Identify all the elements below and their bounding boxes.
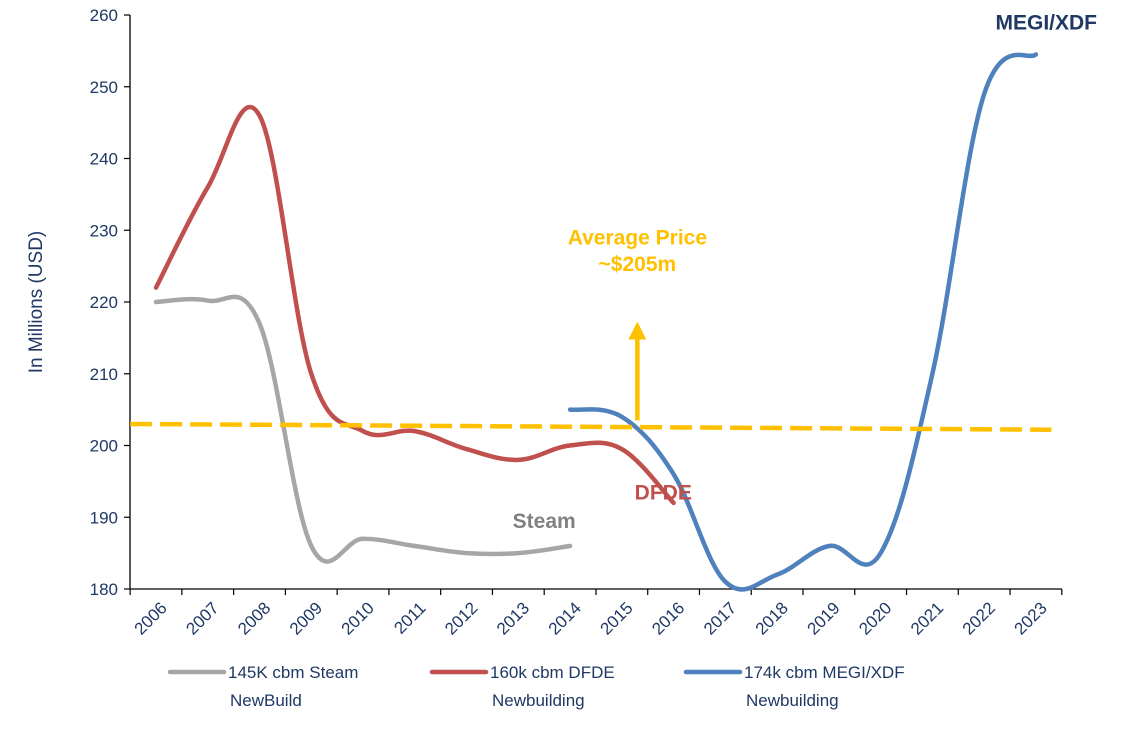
average-price-annotation: Average Price bbox=[568, 227, 707, 250]
series-2-point bbox=[723, 580, 727, 584]
y-axis-title: In Millions (USD) bbox=[26, 231, 47, 374]
y-tick-label: 200 bbox=[90, 437, 118, 456]
series-1-point bbox=[568, 444, 572, 448]
series-0-point bbox=[465, 551, 469, 555]
y-tick-label: 250 bbox=[90, 78, 118, 97]
legend-label-0-line-2: NewBuild bbox=[230, 691, 302, 710]
series-2-point bbox=[879, 551, 883, 555]
average-price-value-annotation: ~$205m bbox=[599, 253, 677, 276]
dfde-annotation: DFDE bbox=[635, 481, 692, 504]
series-1-point bbox=[258, 113, 262, 117]
x-tick-label: 2017 bbox=[700, 598, 740, 638]
megi-xdf-annotation: MEGI/XDF bbox=[996, 11, 1098, 34]
series-1-point bbox=[413, 429, 417, 433]
x-tick-label: 2018 bbox=[752, 598, 792, 638]
series-1-point bbox=[620, 447, 624, 451]
series-2-point bbox=[1034, 52, 1038, 56]
series-line-1 bbox=[153, 104, 676, 506]
series-2-point bbox=[930, 372, 934, 376]
y-tick-label: 190 bbox=[90, 508, 118, 527]
series-0-point bbox=[568, 544, 572, 548]
x-tick-label: 2022 bbox=[959, 598, 999, 638]
series-0-point bbox=[258, 322, 262, 326]
series-line-2 bbox=[567, 52, 1039, 592]
legend-label-2-line-1: 174k cbm MEGI/XDF bbox=[744, 663, 905, 682]
series-0-point bbox=[516, 551, 520, 555]
steam-annotation: Steam bbox=[513, 510, 576, 533]
series-2-point bbox=[982, 92, 986, 96]
x-tick-label: 2023 bbox=[1011, 598, 1051, 638]
average-price-line bbox=[130, 421, 1052, 432]
x-tick-label: 2006 bbox=[131, 598, 171, 638]
y-tick-label: 260 bbox=[90, 6, 118, 25]
legend-label-1-line-1: 160k cbm DFDE bbox=[490, 663, 615, 682]
x-tick-label: 2011 bbox=[390, 598, 429, 637]
x-tick-label: 2009 bbox=[286, 598, 326, 638]
series-0-point bbox=[309, 544, 313, 548]
series-1-point bbox=[465, 447, 469, 451]
series-0-point bbox=[206, 299, 210, 303]
x-tick-label: 2019 bbox=[804, 598, 844, 638]
x-tick-label: 2008 bbox=[234, 598, 274, 638]
series-1-point bbox=[516, 458, 520, 462]
x-tick-label: 2021 bbox=[907, 598, 947, 638]
x-tick-label: 2013 bbox=[493, 598, 533, 638]
y-tick-label: 180 bbox=[90, 580, 118, 599]
legend-label-1-line-2: Newbuilding bbox=[492, 691, 585, 710]
series-1-point bbox=[154, 286, 158, 290]
series-1-point bbox=[309, 372, 313, 376]
x-tick-label: 2020 bbox=[855, 598, 895, 638]
x-tick-label: 2010 bbox=[338, 598, 378, 638]
series-1-point bbox=[206, 185, 210, 189]
series-0-point bbox=[361, 537, 365, 541]
x-tick-label: 2014 bbox=[545, 598, 585, 638]
series-1-point bbox=[361, 429, 365, 433]
x-tick-label: 2007 bbox=[182, 598, 222, 638]
series-2-point bbox=[620, 415, 624, 419]
series-2-point bbox=[672, 472, 676, 476]
legend-label-2-line-2: Newbuilding bbox=[746, 691, 839, 710]
series-0-point bbox=[413, 544, 417, 548]
y-tick-label: 210 bbox=[90, 365, 118, 384]
legend-label-0-line-1: 145K cbm Steam bbox=[228, 663, 358, 682]
y-tick-label: 240 bbox=[90, 150, 118, 169]
y-tick-label: 220 bbox=[90, 293, 118, 312]
series-0-point bbox=[154, 300, 158, 304]
y-tick-label: 230 bbox=[90, 221, 118, 240]
series-2-point bbox=[827, 544, 831, 548]
series-2-point bbox=[775, 573, 779, 577]
x-tick-label: 2015 bbox=[596, 598, 636, 638]
x-tick-label: 2012 bbox=[441, 598, 481, 638]
series-2-point bbox=[568, 408, 572, 412]
series-line-0 bbox=[153, 294, 573, 564]
x-tick-label: 2016 bbox=[648, 598, 688, 638]
